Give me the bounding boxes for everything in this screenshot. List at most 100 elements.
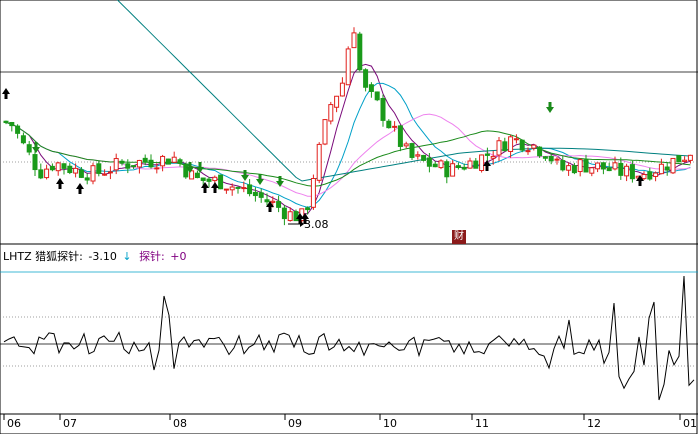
low-point-arrowhead — [300, 221, 304, 227]
sell-arrow-icon — [256, 174, 264, 185]
candle-body — [542, 156, 548, 159]
candle-body — [426, 157, 432, 167]
candle-body — [670, 157, 676, 174]
candle-body — [455, 165, 461, 168]
candle-body — [548, 155, 554, 162]
candle-body — [612, 162, 618, 170]
candle-body — [113, 158, 119, 171]
candle-body — [125, 163, 131, 169]
indicator-series — [3, 275, 695, 401]
finance-badge-icon[interactable]: 财 — [452, 230, 466, 244]
ma5-line — [5, 63, 691, 215]
candle-body — [629, 164, 635, 180]
x-tick-label: 07 — [63, 417, 77, 430]
ma30-line — [5, 122, 691, 187]
candle-body — [241, 187, 247, 190]
candle-body — [38, 169, 44, 179]
candle-body — [415, 154, 421, 157]
candle-body — [96, 163, 102, 174]
candle-body — [189, 170, 195, 180]
sell-arrow-icon — [186, 162, 194, 173]
candle-body — [73, 167, 79, 174]
candle-body — [200, 177, 206, 181]
candle-body — [531, 144, 537, 149]
indicator-legend: LHTZ 猎狐探针: -3.10 ↓ 探针: +0 — [3, 249, 187, 265]
sell-arrow-icon — [32, 142, 40, 153]
candle-body — [258, 192, 264, 198]
signal-arrows — [2, 88, 644, 224]
ma10-line — [5, 82, 691, 208]
candle-body — [293, 211, 299, 222]
indicator-separator: : — [79, 250, 83, 263]
candle-body — [461, 166, 467, 170]
candle-body — [600, 162, 606, 170]
candle-body — [554, 158, 560, 161]
candle-body — [421, 154, 427, 161]
sell-arrow-icon — [546, 102, 554, 113]
candle-body — [392, 125, 398, 128]
buy-arrow-icon — [296, 213, 304, 224]
candlestick-series — [3, 27, 693, 226]
candle-body — [218, 174, 224, 190]
sell-arrow-icon — [241, 170, 249, 181]
candle-body — [61, 163, 67, 169]
indicator-name: 猎狐探针 — [35, 250, 80, 263]
candle-body — [618, 162, 624, 176]
candle-body — [264, 199, 270, 203]
buy-arrow-icon — [76, 183, 84, 194]
candle-body — [658, 163, 664, 175]
probe-label: 探针: — [139, 250, 165, 263]
candle-body — [363, 69, 369, 88]
candle-body — [107, 171, 113, 174]
candle-body — [235, 186, 241, 189]
candle-body — [682, 159, 688, 162]
lhtz-line — [3, 275, 695, 401]
candle-body — [32, 154, 38, 171]
candle-body — [148, 159, 154, 168]
candle-body — [409, 143, 415, 158]
candle-body — [20, 135, 26, 144]
candle-body — [595, 162, 601, 170]
candle-body — [537, 146, 543, 157]
candle-body — [624, 165, 630, 177]
candle-body — [502, 141, 508, 152]
candle-body — [571, 165, 577, 174]
candle-body — [339, 82, 345, 97]
candle-body — [653, 172, 659, 177]
candle-body — [351, 32, 357, 49]
candle-body — [165, 158, 171, 165]
buy-arrow-icon — [301, 213, 309, 224]
buy-arrow-icon — [56, 178, 64, 189]
candle-body — [508, 136, 514, 152]
candle-body — [641, 174, 647, 180]
candle-body — [171, 156, 177, 163]
candle-body — [606, 167, 612, 172]
moving-average-lines — [5, 0, 693, 215]
sell-arrow-icon — [276, 176, 284, 187]
candle-body — [194, 172, 200, 179]
candle-body — [328, 104, 334, 122]
candle-body — [15, 125, 21, 134]
candle-body — [55, 162, 61, 172]
candle-body — [142, 157, 148, 163]
candle-body — [229, 186, 235, 191]
buy-arrow-icon — [2, 88, 10, 99]
candle-body — [525, 150, 531, 153]
buy-arrow-icon — [211, 182, 219, 193]
candle-body — [676, 155, 682, 163]
candle-body — [26, 144, 32, 153]
candle-body — [432, 163, 438, 168]
candle-body — [67, 165, 73, 174]
candle-body — [316, 143, 322, 181]
candle-body — [345, 48, 351, 86]
candle-body — [687, 154, 693, 161]
candle-body — [154, 167, 160, 170]
candle-body — [177, 159, 183, 164]
candle-body — [84, 177, 90, 181]
candle-body — [223, 188, 229, 191]
buy-arrow-icon — [201, 182, 209, 193]
candle-body — [490, 155, 496, 159]
candle-body — [519, 139, 525, 151]
